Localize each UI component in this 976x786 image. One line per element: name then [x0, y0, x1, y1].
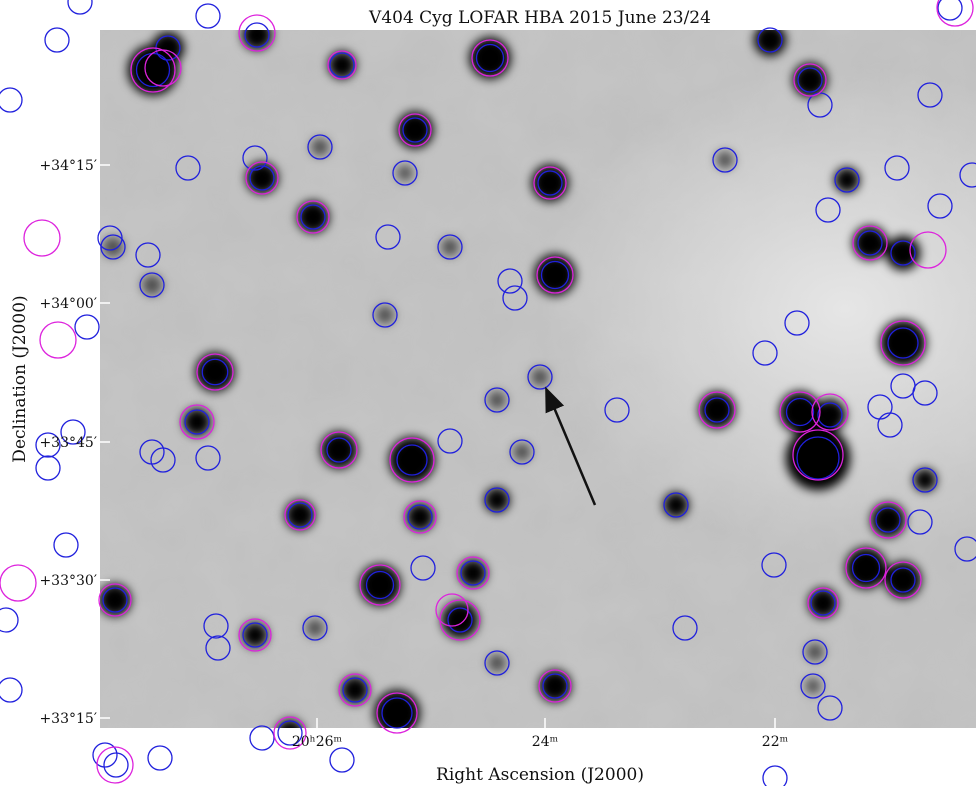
- source: [311, 138, 329, 156]
- x-tick-label: 22ᵐ: [762, 734, 789, 750]
- catalog-circle: [54, 533, 78, 557]
- y-tick-label: +33°45′: [39, 435, 97, 451]
- source: [531, 368, 549, 386]
- source: [532, 165, 569, 202]
- radio-image: [99, 20, 976, 747]
- source: [397, 112, 434, 149]
- catalog-circle: [0, 678, 22, 702]
- catalog-circle: [0, 88, 22, 112]
- x-axis-label: Right Ascension (J2000): [436, 765, 644, 785]
- source: [376, 306, 394, 324]
- catalog-circle: [36, 456, 60, 480]
- y-tick-label: +33°30′: [39, 573, 97, 589]
- catalog-circle: [250, 726, 274, 750]
- x-tick-label: 24ᵐ: [532, 734, 559, 750]
- catalog-circle: [68, 0, 92, 14]
- catalog-circle: [148, 746, 172, 770]
- y-tick-label: +34°15′: [39, 158, 97, 174]
- source: [805, 678, 821, 694]
- source: [103, 237, 124, 258]
- source: [195, 352, 234, 391]
- catalog-circle: [0, 608, 18, 632]
- source: [459, 559, 487, 587]
- source: [469, 37, 510, 78]
- source: [397, 165, 413, 181]
- source: [806, 643, 824, 661]
- source: [488, 391, 506, 409]
- catalog-circle: [330, 748, 354, 772]
- catalog-circle: [45, 28, 69, 52]
- catalog-circle: [104, 753, 128, 777]
- source: [183, 408, 211, 436]
- catalog-circle: [40, 322, 76, 358]
- catalog-circle: [938, 0, 962, 20]
- catalog-circle: [196, 4, 220, 28]
- source: [442, 602, 479, 639]
- source: [880, 320, 926, 366]
- catalog-circle: [763, 766, 787, 786]
- source: [754, 24, 786, 56]
- source: [406, 503, 434, 531]
- catalog-circle: [24, 220, 60, 256]
- source: [534, 254, 575, 295]
- source: [242, 20, 272, 50]
- title: V404 Cyg LOFAR HBA 2015 June 23/24: [368, 8, 711, 28]
- figure: V404 Cyg LOFAR HBA 2015 June 23/24 Right…: [0, 0, 976, 786]
- source: [513, 443, 531, 461]
- y-tick-label: +34°00′: [39, 296, 97, 312]
- x-tick-label: 20ʰ26ᵐ: [292, 734, 343, 750]
- y-tick-label: +33°15′: [39, 711, 97, 727]
- source: [341, 676, 369, 704]
- y-axis-label: Declination (J2000): [10, 295, 30, 462]
- catalog-circle: [0, 565, 36, 601]
- source: [441, 238, 459, 256]
- source: [389, 437, 435, 483]
- source: [142, 275, 163, 296]
- catalog-circle: [937, 0, 973, 26]
- source: [488, 654, 506, 672]
- source: [716, 151, 734, 169]
- source: [306, 619, 324, 637]
- catalog-circle: [75, 315, 99, 339]
- source: [374, 690, 420, 736]
